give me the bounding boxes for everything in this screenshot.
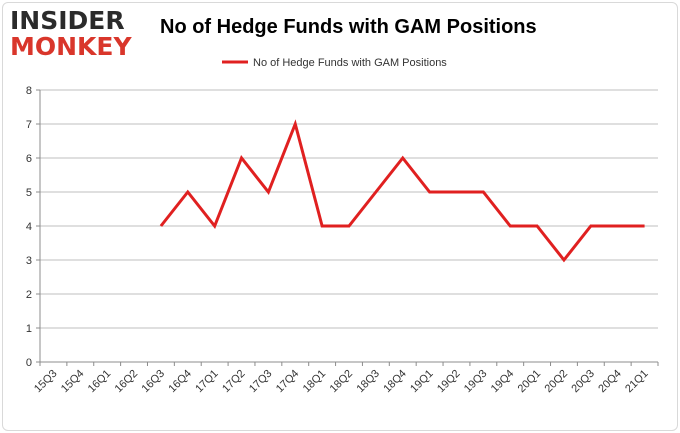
y-tick-label: 7 bbox=[26, 119, 32, 131]
y-tick-labels: 0 1 2 3 4 5 6 7 8 bbox=[26, 85, 32, 369]
y-tick-label: 5 bbox=[26, 187, 32, 199]
y-tick-label: 6 bbox=[26, 153, 32, 165]
x-tick-label: 16Q4 bbox=[166, 368, 194, 396]
chart-title: No of Hedge Funds with GAM Positions bbox=[160, 16, 537, 38]
x-tick-label: 19Q3 bbox=[462, 368, 490, 396]
axes bbox=[36, 89, 659, 366]
x-tick-label: 17Q3 bbox=[247, 368, 275, 396]
x-tick-label: 15Q4 bbox=[59, 368, 87, 396]
gridlines bbox=[40, 89, 658, 329]
x-tick-label: 20Q4 bbox=[596, 368, 624, 396]
x-tick-label: 17Q2 bbox=[220, 368, 248, 396]
x-tick-label: 17Q1 bbox=[193, 368, 221, 396]
x-tick-label: 16Q3 bbox=[140, 368, 168, 396]
x-tick-label: 18Q3 bbox=[354, 368, 382, 396]
y-tick-label: 8 bbox=[26, 85, 32, 97]
x-tick-labels: 15Q3 15Q4 16Q1 16Q2 16Q3 16Q4 17Q1 17Q2 17Q3 17Q4… bbox=[32, 368, 651, 396]
x-tick-label: 19Q2 bbox=[435, 368, 463, 396]
insider-monkey-logo: INSIDER MONKEY bbox=[10, 8, 132, 59]
x-tick-label: 20Q1 bbox=[516, 368, 544, 396]
x-tick-label: 18Q1 bbox=[301, 368, 329, 396]
y-tick-label: 0 bbox=[26, 357, 32, 369]
x-tick-label: 20Q2 bbox=[543, 368, 571, 396]
y-tick-label: 2 bbox=[26, 289, 32, 301]
x-tick-label: 20Q3 bbox=[569, 368, 597, 396]
legend-label: No of Hedge Funds with GAM Positions bbox=[253, 57, 447, 69]
x-tick-label: 21Q1 bbox=[623, 368, 651, 396]
x-tick-label: 19Q4 bbox=[489, 368, 517, 396]
series-lines bbox=[159, 119, 645, 263]
y-tick-label: 4 bbox=[26, 221, 32, 233]
logo-line-1: INSIDER bbox=[10, 6, 125, 35]
y-tick-label: 1 bbox=[26, 323, 32, 335]
x-tick-label: 15Q3 bbox=[32, 368, 60, 396]
x-tick-label: 19Q1 bbox=[408, 368, 436, 396]
x-tick-label: 18Q4 bbox=[381, 368, 409, 396]
x-tick-label: 16Q2 bbox=[113, 368, 141, 396]
legend: No of Hedge Funds with GAM Positions bbox=[222, 57, 447, 69]
logo-line-2: MONKEY bbox=[10, 32, 132, 61]
y-tick-label: 3 bbox=[26, 255, 32, 267]
x-tick-label: 16Q1 bbox=[86, 368, 114, 396]
x-tick-label: 17Q4 bbox=[274, 368, 302, 396]
x-tick-label: 18Q2 bbox=[328, 368, 356, 396]
